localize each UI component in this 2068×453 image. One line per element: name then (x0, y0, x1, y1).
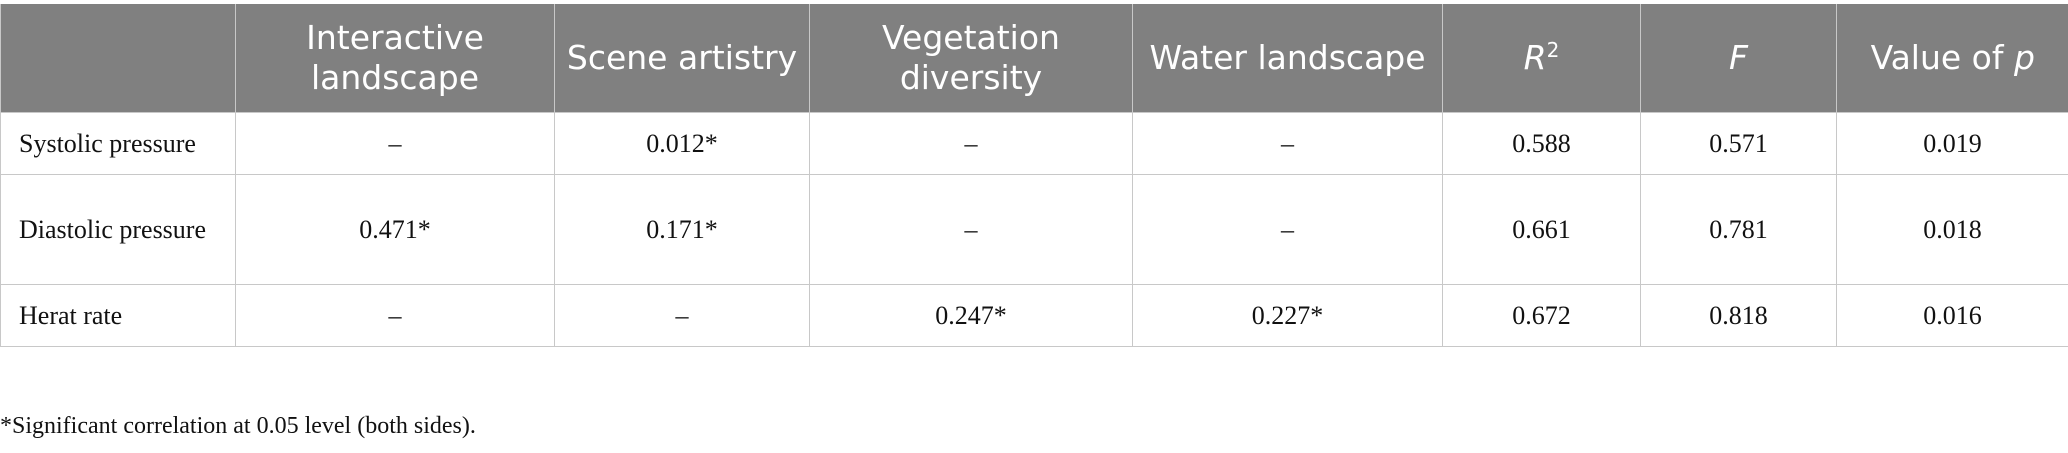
table-cell: 0.171* (554, 174, 810, 285)
header-cell: Value of p (1836, 4, 2068, 113)
table-cell: 0.672 (1442, 284, 1641, 347)
header-cell: F (1640, 4, 1837, 113)
header-cell: R2 (1442, 4, 1641, 113)
row-label: Diastolic pressure (0, 174, 236, 285)
table-cell: 0.227* (1132, 284, 1443, 347)
header-cell: Interactive landscape (235, 4, 555, 113)
table-cell: – (554, 284, 810, 347)
header-cell: Vegetation diversity (809, 4, 1133, 113)
table-cell: 0.818 (1640, 284, 1837, 347)
table-body: Systolic pressure –0.012* – –0.588 0.571 0.01… (0, 112, 2068, 347)
table-cell: 0.661 (1442, 174, 1641, 285)
table-cell: 0.471* (235, 174, 555, 285)
table-cell: 0.588 (1442, 112, 1641, 175)
header-text: Interactive landscape (306, 18, 484, 97)
header-cell: Water landscape (1132, 4, 1443, 113)
table-cell: 0.018 (1836, 174, 2068, 285)
table-cell: – (809, 112, 1133, 175)
table-cell: 0.781 (1640, 174, 1837, 285)
header-row: Interactive landscape Scene artistry Veget… (0, 4, 2068, 113)
header-cell: Scene artistry (554, 4, 810, 113)
results-table: Interactive landscape Scene artistry Veget… (0, 4, 2068, 347)
header-sup: 2 (1546, 38, 1560, 62)
table-cell: – (809, 174, 1133, 285)
header-cell (0, 4, 236, 113)
row-label: Systolic pressure (0, 112, 236, 175)
table-cell: – (1132, 112, 1443, 175)
table-cell: 0.012* (554, 112, 810, 175)
table-cell: 0.571 (1640, 112, 1837, 175)
header-text: Value of (1870, 38, 2014, 77)
header-text: Water landscape (1149, 38, 1426, 77)
table-cell: – (235, 284, 555, 347)
footnote: *Significant correlation at 0.05 level (… (0, 413, 476, 439)
header-italic: R (1523, 38, 1547, 77)
table-row: Diastolic pressure 0.471* 0.171* – –0.661 0.7… (0, 174, 2068, 285)
table-cell: 0.247* (809, 284, 1133, 347)
table-cell: – (235, 112, 555, 175)
table-row: Herat rate – –0.247* 0.227* 0.672 0.818 0.016 (0, 284, 2068, 347)
header-italic: F (1729, 38, 1748, 77)
header-italic: p (2013, 38, 2035, 77)
row-label: Herat rate (0, 284, 236, 347)
table-cell: – (1132, 174, 1443, 285)
header-text: Vegetation diversity (882, 18, 1060, 97)
table-cell: 0.019 (1836, 112, 2068, 175)
header-text: Scene artistry (566, 38, 798, 77)
table-cell: 0.016 (1836, 284, 2068, 347)
table-row: Systolic pressure –0.012* – –0.588 0.571 0.01… (0, 112, 2068, 175)
